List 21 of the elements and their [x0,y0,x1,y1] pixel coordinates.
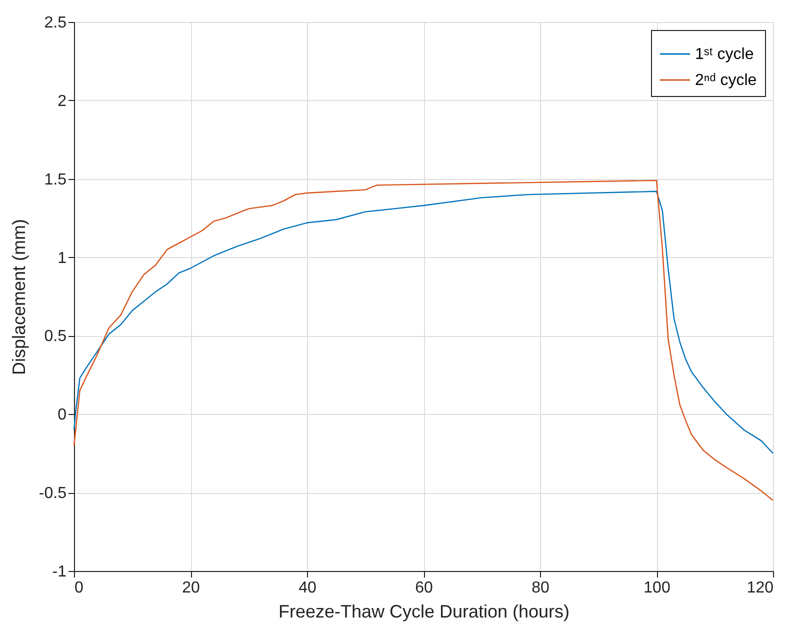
y-axis-title: Displacement (mm) [8,218,29,376]
y-tick-label: 1 [58,250,67,267]
line-series [73,190,774,454]
y-tick-label: 1.5 [44,171,67,188]
legend-label: 1ˢᵗ cycle [695,46,754,63]
x-tick-label: 20 [182,580,200,596]
x-axis-title: Freeze-Thaw Cycle Duration (hours) [278,602,570,622]
y-tick-label: -0.5 [38,485,67,502]
x-tick-label: 60 [415,580,433,596]
y-tick-label: 0 [58,406,67,424]
x-tick-label: 120 [746,580,774,596]
y-tick-label: 2.5 [44,14,67,32]
y-tick-label: -1 [52,564,67,580]
y-tick-label: 0.5 [44,328,67,346]
legend-label: 2ⁿᵈ cycle [695,72,757,89]
x-tick-label: 100 [644,580,670,596]
x-tick-label: 0 [74,580,84,596]
x-tick-label: 40 [298,580,316,596]
y-tick-label: 2 [58,92,67,110]
x-tick-label: 80 [532,580,550,596]
line-series [73,180,774,502]
